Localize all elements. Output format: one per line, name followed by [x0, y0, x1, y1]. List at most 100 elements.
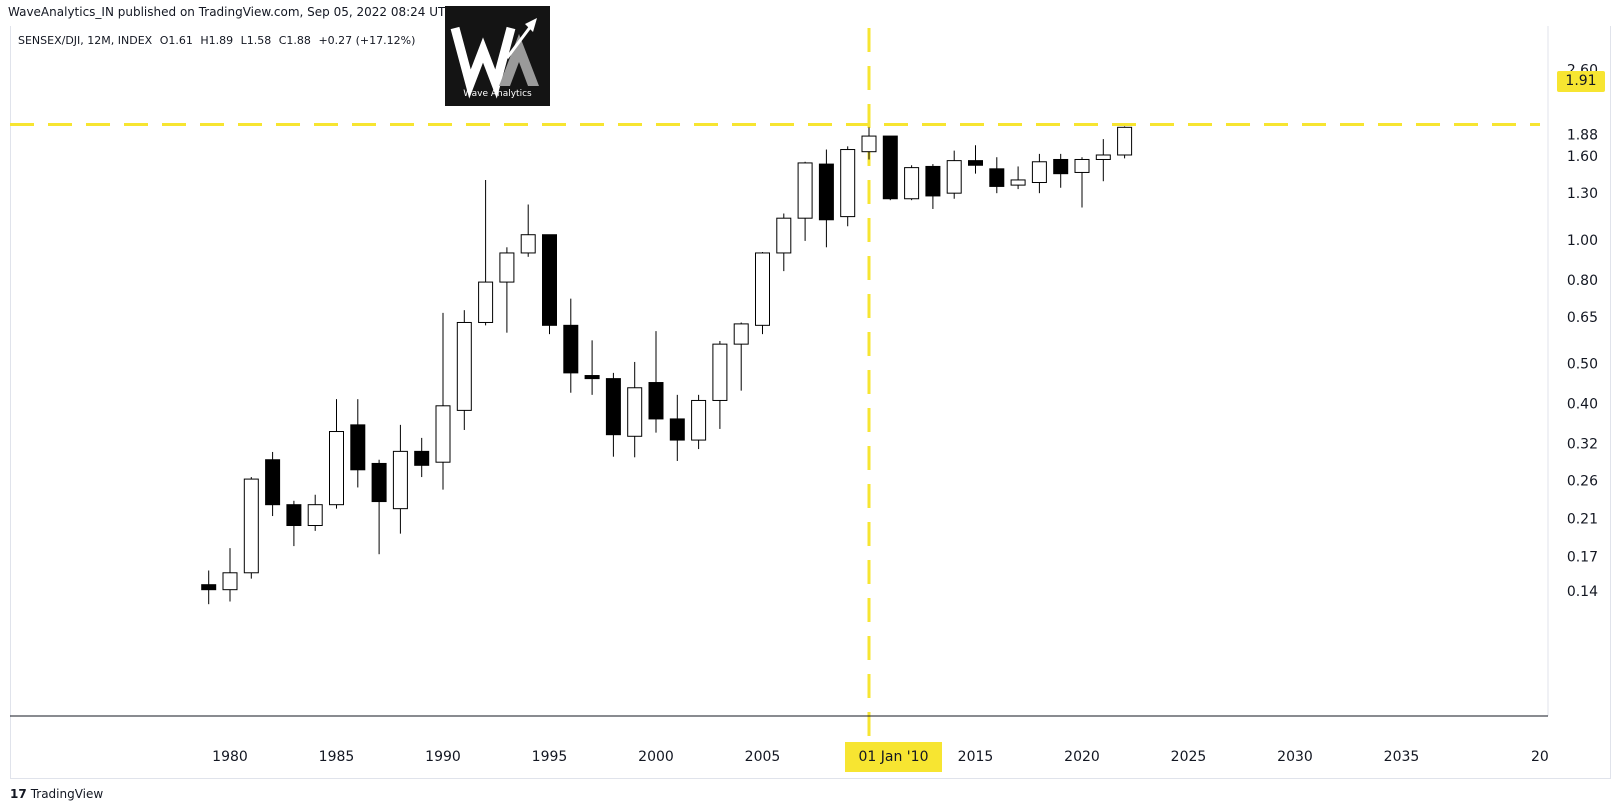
candle-1987[interactable] — [371, 459, 387, 555]
price-axis: 0.14 0.17 0.21 0.26 0.32 0.40 0.50 0.65 0.80 1.00… — [1547, 26, 1598, 716]
candle-1995[interactable] — [542, 234, 557, 335]
candle-1981[interactable] — [243, 477, 259, 579]
candle-body — [1074, 158, 1090, 173]
price-tick-label: 1.88 — [1567, 127, 1598, 143]
candle-2007[interactable] — [797, 161, 813, 241]
candle-2009[interactable] — [840, 146, 856, 227]
candle-body — [307, 504, 323, 527]
candle-1999[interactable] — [627, 361, 643, 458]
symbol-legend: SENSEX/DJI, 12M, INDEX O1.61 H1.89 L1.58… — [18, 34, 419, 47]
candle-body — [201, 584, 217, 591]
wave-analytics-logo: Wave Analytics — [445, 6, 550, 106]
candle-1994[interactable] — [520, 204, 536, 257]
candle-2013[interactable] — [925, 164, 941, 209]
legend-open: O1.61 — [159, 34, 193, 47]
candle-2005[interactable] — [755, 251, 770, 335]
time-tick-label: 1980 — [212, 749, 248, 765]
candle-1989[interactable] — [414, 437, 430, 478]
candle-1988[interactable] — [392, 424, 408, 534]
candle-1990[interactable] — [435, 312, 451, 490]
time-tick-label: 2020 — [1064, 749, 1100, 765]
candle-1984[interactable] — [307, 494, 323, 531]
time-tick-label: 1985 — [319, 749, 355, 765]
legend-change: +0.27 (+17.12%) — [318, 34, 416, 47]
candle-body — [350, 424, 366, 471]
candle-1983[interactable] — [286, 500, 302, 547]
candle-1985[interactable] — [329, 399, 344, 509]
logo-mark — [450, 18, 539, 99]
candle-2000[interactable] — [648, 331, 664, 433]
candle-1982[interactable] — [265, 451, 281, 517]
candles-layer — [201, 126, 1133, 605]
candle-2003[interactable] — [712, 340, 728, 429]
tradingview-brand-label: TradingView — [30, 787, 104, 801]
candle-2008[interactable] — [818, 149, 834, 248]
candle-body — [1010, 179, 1026, 186]
candle-2012[interactable] — [904, 165, 920, 201]
date-badge: 01 Jan '10 — [845, 742, 942, 772]
legend-symbol: SENSEX/DJI, 12M, INDEX — [18, 34, 153, 47]
candle-2020[interactable] — [1074, 157, 1090, 208]
candle-2016[interactable] — [989, 157, 1005, 194]
candle-body — [414, 450, 430, 466]
time-tick-label: 20 — [1531, 749, 1549, 765]
candle-body — [1117, 126, 1133, 156]
candle-body — [371, 462, 387, 503]
candle-2018[interactable] — [1031, 153, 1047, 194]
time-tick-label: 1995 — [532, 749, 568, 765]
candle-body — [499, 252, 515, 283]
candle-body — [691, 399, 707, 441]
candle-2017[interactable] — [1010, 166, 1026, 190]
candle-1996[interactable] — [563, 298, 579, 393]
candle-2021[interactable] — [1095, 139, 1111, 182]
price-tick-label: 0.21 — [1567, 512, 1598, 528]
candle-2019[interactable] — [1053, 153, 1069, 188]
candle-1997[interactable] — [584, 340, 600, 395]
time-tick-label: 2025 — [1171, 749, 1207, 765]
candle-body — [435, 405, 451, 463]
logo-arrow-head — [525, 18, 537, 32]
time-tick-label: 2000 — [638, 749, 674, 765]
candle-2011[interactable] — [882, 135, 898, 201]
candle-1993[interactable] — [499, 247, 515, 333]
candle-body — [627, 387, 643, 437]
candle-body — [669, 418, 685, 441]
candle-1998[interactable] — [605, 372, 621, 457]
candle-1991[interactable] — [456, 310, 472, 430]
price-tick-label: 0.14 — [1567, 584, 1598, 600]
candle-1979[interactable] — [201, 570, 217, 605]
tradingview-brand[interactable]: 17 TradingView — [10, 787, 103, 801]
candle-2001[interactable] — [669, 394, 685, 461]
candle-1980[interactable] — [222, 548, 238, 602]
logo-arrow-line — [505, 25, 533, 59]
legend-close: C1.88 — [278, 34, 311, 47]
time-tick-label: 2035 — [1384, 749, 1420, 765]
candle-1992[interactable] — [478, 179, 494, 326]
candle-2015[interactable] — [968, 145, 983, 174]
time-tick-label: 2015 — [958, 749, 994, 765]
candle-1986[interactable] — [350, 399, 366, 488]
time-tick-label: 1990 — [425, 749, 461, 765]
candle-2004[interactable] — [733, 322, 749, 391]
candle-body — [925, 165, 941, 197]
time-tick-label: 2005 — [745, 749, 781, 765]
candle-body — [818, 163, 834, 221]
publisher-line: WaveAnalytics_IN published on TradingVie… — [8, 5, 491, 19]
candle-body — [797, 162, 813, 219]
price-tick-label: 0.17 — [1567, 549, 1598, 565]
candle-body — [776, 217, 792, 254]
logo-caption: Wave Analytics — [463, 89, 532, 99]
candle-body — [648, 382, 664, 420]
candle-2010[interactable] — [861, 127, 877, 160]
candle-2002[interactable] — [691, 394, 707, 450]
candle-body — [520, 234, 536, 254]
candle-body — [840, 149, 856, 218]
candle-2006[interactable] — [776, 213, 792, 272]
candle-body — [392, 450, 408, 510]
candle-body — [904, 167, 920, 200]
candle-body — [222, 572, 238, 591]
candle-2014[interactable] — [946, 150, 962, 199]
candle-body — [861, 135, 877, 153]
candle-2022[interactable] — [1117, 126, 1133, 159]
